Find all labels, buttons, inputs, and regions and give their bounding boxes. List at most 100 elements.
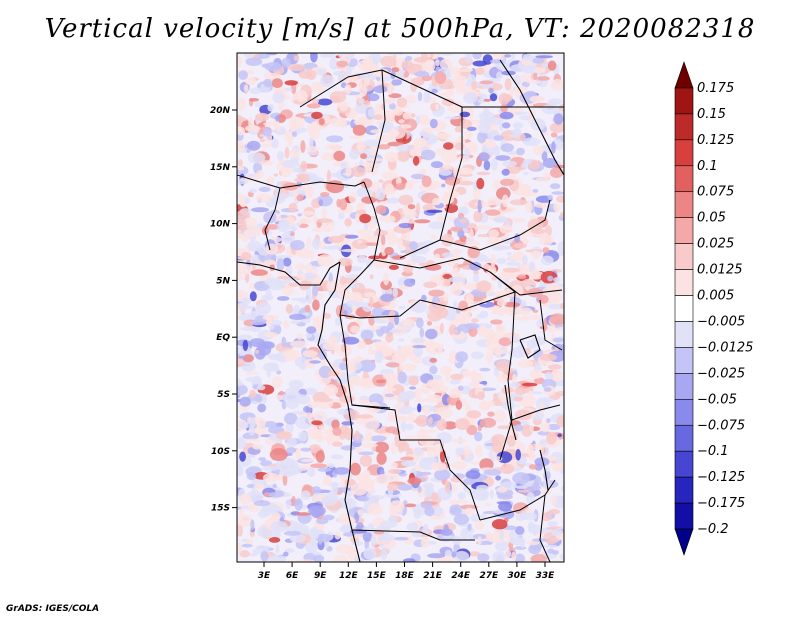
lon-label: 15E	[367, 571, 387, 581]
velocity-cell	[529, 369, 543, 380]
velocity-cell	[414, 447, 424, 456]
velocity-cell	[509, 87, 514, 97]
velocity-cell	[256, 384, 266, 391]
velocity-cell	[387, 482, 399, 491]
velocity-cell	[295, 222, 302, 227]
velocity-cell	[277, 276, 290, 280]
velocity-cell	[468, 381, 479, 388]
velocity-cell	[429, 365, 438, 375]
velocity-cell	[275, 431, 293, 440]
velocity-cell	[388, 93, 402, 99]
velocity-cell	[476, 177, 485, 190]
velocity-cell	[351, 239, 369, 250]
velocity-cell	[332, 555, 349, 562]
velocity-cell	[325, 436, 341, 443]
velocity-cell	[476, 484, 489, 492]
velocity-cell	[503, 301, 520, 308]
velocity-cell	[470, 513, 482, 523]
velocity-cell	[267, 103, 275, 112]
velocity-cell	[473, 270, 479, 275]
velocity-cell	[512, 122, 524, 129]
velocity-cell	[391, 462, 398, 469]
colorbar-segment	[674, 450, 694, 478]
velocity-cell	[412, 155, 420, 166]
velocity-cell	[422, 523, 429, 536]
velocity-cell	[294, 394, 311, 405]
velocity-cell	[482, 54, 493, 65]
velocity-cell	[299, 464, 309, 471]
velocity-cell	[295, 90, 308, 102]
velocity-cell	[373, 530, 385, 535]
velocity-cell	[434, 253, 441, 259]
velocity-cell	[405, 244, 410, 256]
velocity-cell	[250, 519, 255, 531]
velocity-cell	[363, 417, 380, 431]
velocity-cell	[491, 157, 498, 171]
velocity-cell	[509, 173, 517, 180]
velocity-cell	[380, 234, 386, 246]
velocity-cell	[426, 429, 436, 433]
velocity-cell	[500, 463, 515, 474]
velocity-cell	[515, 86, 529, 93]
velocity-cell	[245, 371, 259, 376]
velocity-cell	[493, 179, 500, 190]
velocity-cell	[262, 127, 272, 137]
velocity-cell	[264, 61, 282, 72]
velocity-cell	[523, 171, 529, 176]
velocity-cell	[263, 211, 277, 224]
velocity-cell	[453, 551, 469, 562]
velocity-cell	[350, 358, 355, 371]
velocity-cell	[404, 503, 417, 508]
velocity-cell	[289, 148, 301, 158]
velocity-cell	[341, 518, 355, 523]
velocity-cell	[237, 270, 242, 282]
velocity-cell	[512, 373, 517, 384]
velocity-cell	[550, 495, 558, 506]
velocity-cell	[272, 365, 279, 372]
velocity-cell	[353, 118, 371, 126]
velocity-cell	[320, 192, 330, 197]
velocity-cell	[254, 101, 261, 108]
velocity-cell	[283, 530, 302, 536]
velocity-cell	[359, 395, 370, 401]
velocity-cell	[384, 246, 394, 256]
velocity-cell	[329, 91, 347, 103]
lat-label: 5N	[216, 276, 230, 286]
velocity-cell	[506, 435, 516, 447]
velocity-cell	[493, 135, 504, 141]
velocity-cell	[374, 350, 384, 363]
velocity-cell	[377, 533, 395, 542]
velocity-cell	[289, 116, 305, 130]
velocity-cell	[387, 82, 393, 96]
velocity-cell	[266, 369, 271, 378]
velocity-cell	[422, 482, 435, 489]
velocity-cell	[439, 322, 444, 334]
velocity-cell	[449, 506, 462, 516]
velocity-cell	[316, 318, 324, 323]
longitude-axis: 3E 6E 9E 12E 15E 18E 21E 24E 27E 30E 33E	[258, 562, 555, 581]
velocity-cell	[455, 418, 470, 430]
velocity-cell	[386, 99, 394, 105]
velocity-cell	[380, 549, 388, 560]
velocity-cell	[310, 53, 318, 63]
velocity-cell	[331, 441, 343, 447]
velocity-cell	[289, 313, 306, 320]
colorbar-bottom-triangle	[674, 528, 694, 556]
velocity-cell	[455, 83, 465, 95]
velocity-cell	[532, 145, 544, 156]
velocity-cell	[318, 118, 325, 126]
velocity-cell	[255, 305, 261, 312]
colorbar-label: −0.005	[697, 314, 745, 329]
velocity-cell	[502, 267, 521, 273]
velocity-cell	[477, 328, 495, 338]
velocity-cell	[550, 167, 564, 179]
velocity-cell	[501, 94, 513, 102]
velocity-cell	[497, 309, 505, 317]
velocity-cell	[398, 222, 413, 229]
velocity-cell	[333, 150, 346, 162]
velocity-cell	[442, 535, 454, 539]
map-frame	[236, 52, 565, 563]
velocity-cell	[487, 197, 502, 206]
velocity-cell	[417, 91, 423, 102]
velocity-cell	[289, 232, 295, 237]
